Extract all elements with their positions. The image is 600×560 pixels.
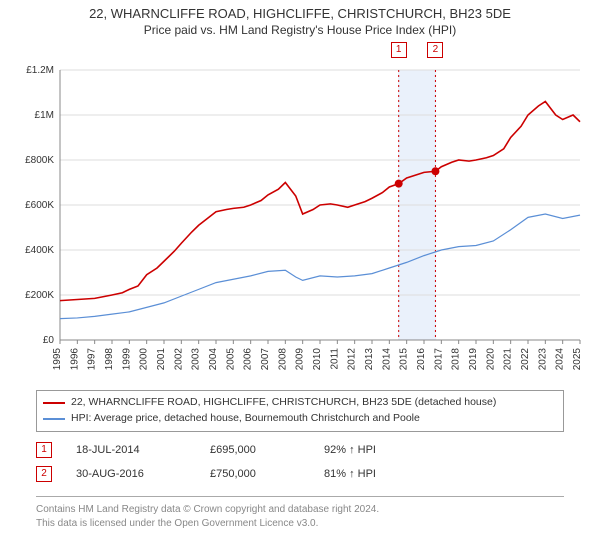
- svg-text:2023: 2023: [537, 348, 548, 371]
- sale-row: 1 18-JUL-2014 £695,000 92% ↑ HPI: [36, 438, 564, 462]
- svg-text:£0: £0: [43, 335, 55, 346]
- sale-marker: 1: [36, 442, 52, 458]
- legend-label: HPI: Average price, detached house, Bour…: [71, 411, 420, 427]
- svg-text:£1.2M: £1.2M: [26, 65, 54, 76]
- svg-text:2008: 2008: [277, 348, 288, 371]
- svg-text:£200K: £200K: [25, 290, 54, 301]
- top-markers: 12: [0, 42, 600, 60]
- svg-text:2015: 2015: [399, 348, 410, 371]
- top-marker: 2: [427, 42, 443, 58]
- chart: £0 £200K £400K £600K £800K £1M £1.2M 1995 1996 19…: [10, 60, 590, 380]
- svg-text:£400K: £400K: [25, 245, 54, 256]
- chart-subtitle: Price paid vs. HM Land Registry's House …: [10, 23, 590, 37]
- legend-swatch: [43, 418, 65, 420]
- svg-text:1999: 1999: [121, 348, 132, 371]
- svg-text:1996: 1996: [69, 348, 80, 371]
- svg-text:2000: 2000: [139, 348, 150, 371]
- sale-row: 2 30-AUG-2016 £750,000 81% ↑ HPI: [36, 462, 564, 486]
- title-block: 22, WHARNCLIFFE ROAD, HIGHCLIFFE, CHRIST…: [0, 0, 600, 39]
- chart-title: 22, WHARNCLIFFE ROAD, HIGHCLIFFE, CHRIST…: [10, 6, 590, 21]
- sale-pct: 81% ↑ HPI: [324, 468, 424, 480]
- svg-text:2001: 2001: [156, 348, 167, 371]
- sale-date: 18-JUL-2014: [76, 444, 186, 456]
- sale-price: £750,000: [210, 468, 300, 480]
- svg-text:2007: 2007: [260, 348, 271, 371]
- svg-text:2024: 2024: [555, 348, 566, 371]
- sales-list: 1 18-JUL-2014 £695,000 92% ↑ HPI 2 30-AUG-201…: [36, 438, 564, 486]
- svg-text:1997: 1997: [87, 348, 98, 371]
- svg-text:2019: 2019: [468, 348, 479, 371]
- svg-text:2021: 2021: [503, 348, 514, 371]
- svg-text:2006: 2006: [243, 348, 254, 371]
- svg-text:£1M: £1M: [35, 110, 54, 121]
- svg-text:2014: 2014: [381, 348, 392, 371]
- svg-text:£800K: £800K: [25, 155, 54, 166]
- svg-text:2018: 2018: [451, 348, 462, 371]
- svg-text:2016: 2016: [416, 348, 427, 371]
- svg-text:2003: 2003: [191, 348, 202, 371]
- legend-swatch: [43, 402, 65, 404]
- legend-item: HPI: Average price, detached house, Bour…: [43, 411, 557, 427]
- svg-text:2022: 2022: [520, 348, 531, 371]
- svg-text:2025: 2025: [572, 348, 583, 371]
- footer: Contains HM Land Registry data © Crown c…: [36, 496, 564, 530]
- svg-text:2004: 2004: [208, 348, 219, 371]
- sale-price: £695,000: [210, 444, 300, 456]
- svg-text:£600K: £600K: [25, 200, 54, 211]
- top-marker: 1: [391, 42, 407, 58]
- svg-text:2011: 2011: [329, 348, 340, 370]
- sale-marker: 2: [36, 466, 52, 482]
- chart-svg: £0 £200K £400K £600K £800K £1M £1.2M 1995 1996 19…: [10, 60, 590, 380]
- footer-line-2: This data is licensed under the Open Gov…: [36, 517, 564, 531]
- svg-text:2013: 2013: [364, 348, 375, 371]
- svg-text:1995: 1995: [52, 348, 63, 371]
- sale-date: 30-AUG-2016: [76, 468, 186, 480]
- svg-text:2012: 2012: [347, 348, 358, 371]
- footer-line-1: Contains HM Land Registry data © Crown c…: [36, 503, 564, 517]
- svg-text:2017: 2017: [433, 348, 444, 371]
- svg-text:2005: 2005: [225, 348, 236, 371]
- svg-text:2010: 2010: [312, 348, 323, 371]
- legend-item: 22, WHARNCLIFFE ROAD, HIGHCLIFFE, CHRIST…: [43, 395, 557, 411]
- svg-text:2009: 2009: [295, 348, 306, 371]
- legend: 22, WHARNCLIFFE ROAD, HIGHCLIFFE, CHRIST…: [36, 390, 564, 432]
- svg-text:2020: 2020: [485, 348, 496, 371]
- svg-text:2002: 2002: [173, 348, 184, 371]
- svg-text:1998: 1998: [104, 348, 115, 371]
- legend-label: 22, WHARNCLIFFE ROAD, HIGHCLIFFE, CHRIST…: [71, 395, 496, 411]
- sale-pct: 92% ↑ HPI: [324, 444, 424, 456]
